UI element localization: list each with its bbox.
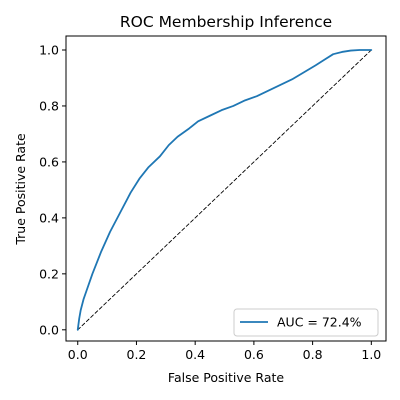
chart-title: ROC Membership Inference bbox=[120, 13, 332, 31]
y-tick-label: 1.0 bbox=[39, 42, 59, 57]
roc-curve-line bbox=[76, 49, 373, 331]
y-tick-label: 0.6 bbox=[39, 154, 59, 169]
y-axis-ticks: 0.0 0.2 0.4 0.6 0.8 1.0 bbox=[39, 42, 66, 337]
x-axis-ticks: 0.0 0.2 0.4 0.6 0.8 1.0 bbox=[68, 341, 381, 362]
legend: AUC = 72.4% bbox=[233, 308, 379, 337]
chance-diagonal-line bbox=[77, 49, 372, 331]
y-tick-label: 0.0 bbox=[39, 322, 59, 337]
x-tick-label: 1.0 bbox=[361, 347, 381, 362]
y-tick-label: 0.2 bbox=[39, 266, 59, 281]
y-axis-label: True Positive Rate bbox=[13, 133, 28, 246]
x-axis-label: False Positive Rate bbox=[168, 370, 284, 385]
y-tick-label: 0.4 bbox=[39, 210, 59, 225]
axes-frame bbox=[65, 35, 387, 342]
plot-area bbox=[65, 35, 387, 342]
y-tick-label: 0.8 bbox=[39, 98, 59, 113]
x-tick-label: 0.4 bbox=[185, 347, 205, 362]
x-tick-label: 0.6 bbox=[244, 347, 264, 362]
legend-box bbox=[233, 308, 379, 337]
x-tick-label: 0.0 bbox=[68, 347, 88, 362]
x-tick-label: 0.2 bbox=[127, 347, 147, 362]
legend-label: AUC = 72.4% bbox=[277, 315, 362, 330]
x-tick-label: 0.8 bbox=[303, 347, 323, 362]
